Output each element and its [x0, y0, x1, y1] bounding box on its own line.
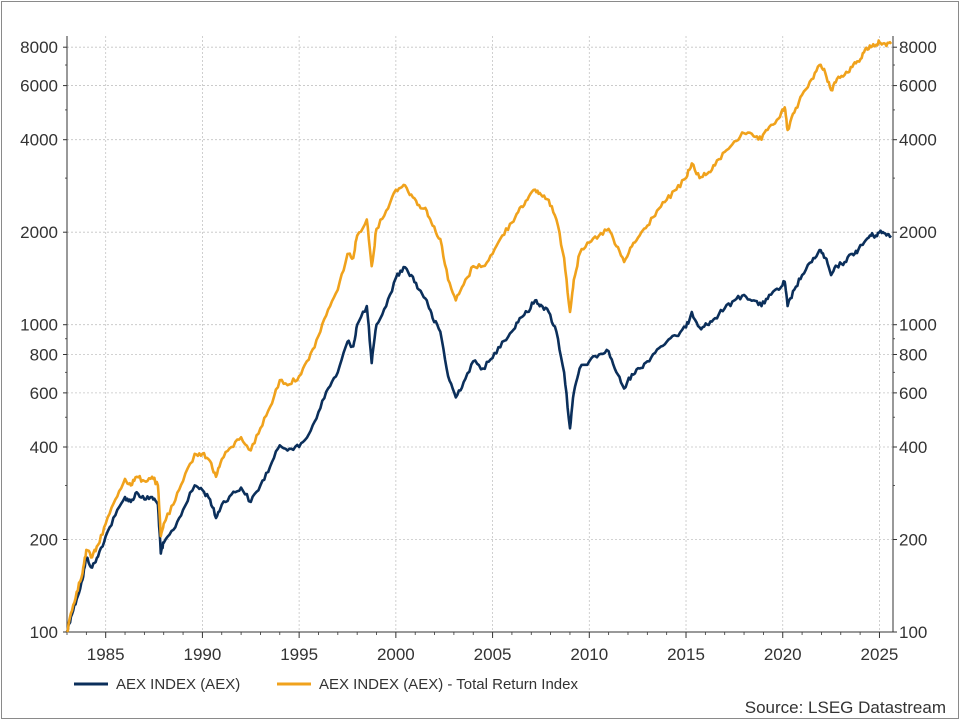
series-line-aex-total-return — [65, 39, 893, 633]
y-tick-label-left: 6000 — [20, 77, 58, 96]
y-tick-label-left: 4000 — [20, 131, 58, 150]
y-tick-label-left: 600 — [30, 384, 58, 403]
series-line-aex-index — [65, 229, 893, 633]
legend-label-0: AEX INDEX (AEX) — [116, 676, 240, 693]
y-tick-label-right: 800 — [899, 345, 927, 364]
x-tick-label: 2020 — [764, 645, 802, 664]
axes: 100 100 200 200 400 400 600 600 800 800 1000 1000 20… — [20, 36, 937, 664]
x-tick-label: 2005 — [474, 645, 512, 664]
x-tick-label: 2025 — [861, 645, 899, 664]
x-tick-label: 2010 — [570, 645, 608, 664]
x-tick-label: 1995 — [280, 645, 318, 664]
y-tick-label-right: 2000 — [899, 223, 937, 242]
y-tick-label-right: 4000 — [899, 131, 937, 150]
x-tick-label: 1985 — [87, 645, 125, 664]
y-tick-label-right: 6000 — [899, 77, 937, 96]
legend-label-1: AEX INDEX (AEX) - Total Return Index — [319, 676, 578, 693]
x-tick-label: 2015 — [667, 645, 705, 664]
y-tick-label-left: 100 — [30, 623, 58, 642]
series-lines — [65, 39, 893, 633]
y-tick-label-right: 1000 — [899, 316, 937, 335]
y-tick-label-right: 600 — [899, 384, 927, 403]
y-tick-label-right: 100 — [899, 623, 927, 642]
y-tick-label-right: 8000 — [899, 38, 937, 57]
legend: AEX INDEX (AEX) AEX INDEX (AEX) - Total R… — [74, 676, 578, 693]
y-tick-label-left: 1000 — [20, 316, 58, 335]
y-tick-label-left: 8000 — [20, 38, 58, 57]
source-label: Source: LSEG Datastream — [745, 698, 946, 717]
y-tick-label-left: 2000 — [20, 223, 58, 242]
x-tick-label: 2000 — [377, 645, 415, 664]
y-tick-label-right: 400 — [899, 438, 927, 457]
x-tick-label: 1990 — [183, 645, 221, 664]
y-tick-label-right: 200 — [899, 530, 927, 549]
y-tick-label-left: 200 — [30, 530, 58, 549]
y-tick-label-left: 800 — [30, 345, 58, 364]
grid — [67, 36, 893, 633]
y-tick-label-left: 400 — [30, 438, 58, 457]
